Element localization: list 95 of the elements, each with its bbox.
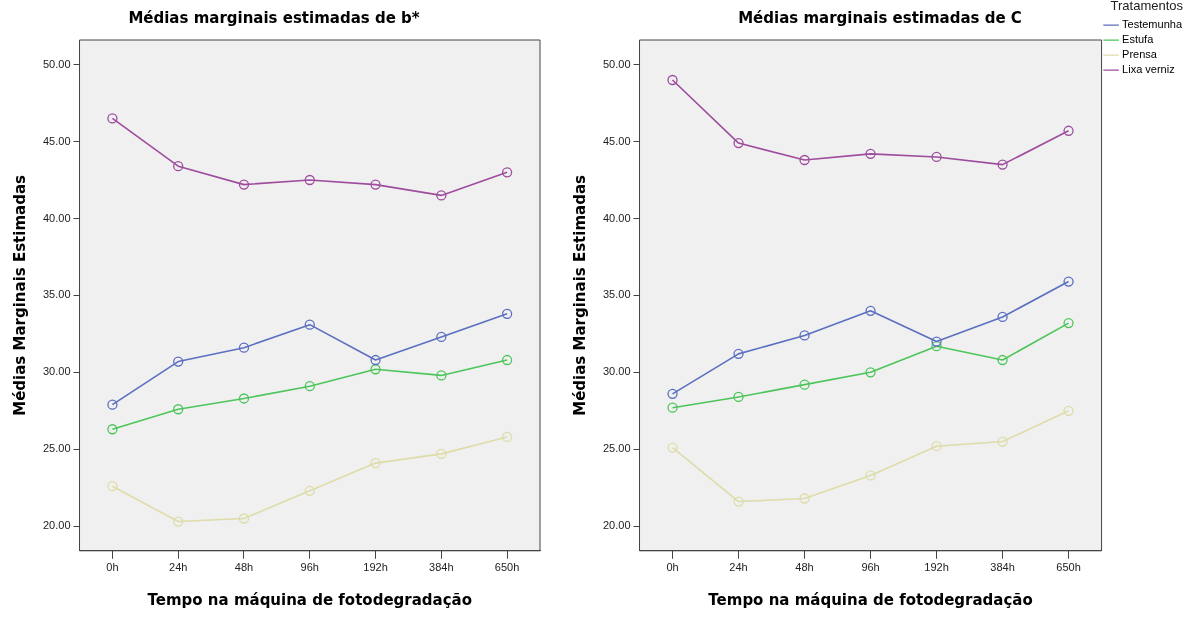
point (667, 402, 678, 413)
point (173, 404, 184, 415)
point (799, 379, 810, 390)
point (501, 308, 513, 320)
x-tick-label: 24h (169, 561, 188, 574)
point (436, 448, 447, 460)
x-tick-label: 48h (795, 561, 814, 574)
y-axis-title: Médias Marginais Estimadas (10, 174, 29, 416)
y-tick-label: 30.00 (603, 365, 631, 378)
x-tick-label: 192h (924, 561, 949, 574)
point (238, 513, 250, 524)
point (865, 305, 876, 316)
chart-title: Médias marginais estimadas de b* (128, 8, 420, 27)
point (733, 137, 744, 149)
point (667, 388, 678, 400)
point (997, 436, 1008, 447)
x-tick-label: 384h (429, 561, 454, 574)
y-tick-label: 40.00 (603, 211, 631, 224)
point (501, 431, 513, 443)
point (799, 330, 810, 341)
point (733, 496, 744, 507)
point (436, 331, 447, 343)
x-tick-label: 192h (363, 561, 388, 574)
legend-label: Testemunha (1122, 18, 1183, 31)
point (107, 424, 118, 435)
point (1063, 125, 1074, 136)
point (1063, 276, 1074, 287)
point (501, 167, 513, 178)
y-tick-label: 35.00 (603, 288, 631, 301)
point (931, 441, 942, 452)
point (107, 399, 118, 410)
point (370, 179, 381, 190)
point (667, 74, 678, 86)
x-tick-label: 24h (729, 561, 748, 574)
point (799, 154, 810, 166)
point (304, 381, 315, 392)
y-tick-label: 45.00 (43, 134, 71, 147)
point (304, 319, 315, 330)
y-axis-title: Médias Marginais Estimadas (570, 174, 589, 416)
legend-label: Lixa verniz (1122, 63, 1175, 76)
point (238, 179, 250, 190)
point (370, 364, 381, 375)
x-tick-label: 96h (300, 561, 319, 574)
point (865, 367, 876, 378)
chart-title: Médias marginais estimadas de C (738, 8, 1022, 27)
point (799, 493, 810, 504)
point (370, 457, 381, 469)
x-tick-label: 384h (990, 561, 1015, 574)
y-tick-label: 30.00 (43, 365, 71, 378)
point (107, 481, 118, 492)
x-tick-label: 96h (861, 561, 880, 574)
y-tick-label: 25.00 (603, 442, 631, 455)
x-axis-title: Tempo na máquina de fotodegradação (708, 590, 1033, 609)
y-tick-label: 25.00 (43, 442, 71, 455)
point (1063, 405, 1074, 416)
point (667, 442, 678, 453)
x-tick-label: 0h (106, 561, 119, 574)
point (436, 190, 447, 201)
y-tick-label: 20.00 (603, 519, 631, 532)
point (173, 356, 184, 367)
point (931, 341, 942, 352)
x-tick-label: 48h (234, 561, 254, 574)
point (238, 342, 250, 353)
point (501, 354, 513, 366)
point (304, 174, 315, 186)
point (931, 336, 942, 347)
point (865, 148, 876, 159)
y-tick-label: 50.00 (43, 57, 71, 70)
point (370, 354, 381, 366)
point (173, 161, 184, 172)
legend-label: Estufa (1122, 33, 1155, 46)
legend-label: Prensa (1122, 48, 1158, 61)
x-tick-label: 650h (1056, 561, 1081, 574)
x-tick-label: 0h (666, 561, 679, 574)
x-axis-title: Tempo na máquina de fotodegradação (147, 590, 472, 609)
point (733, 348, 744, 360)
point (238, 393, 250, 404)
y-tick-label: 20.00 (43, 519, 71, 532)
y-tick-label: 45.00 (603, 134, 631, 147)
point (107, 113, 118, 124)
point (733, 391, 744, 403)
point (304, 485, 315, 496)
y-tick-label: 40.00 (43, 211, 71, 224)
point (931, 151, 942, 163)
point (997, 311, 1008, 323)
x-tick-label: 650h (494, 561, 520, 574)
point (865, 470, 876, 481)
y-tick-label: 50.00 (603, 57, 631, 70)
legend-title: Tratamentos (1110, 0, 1184, 14)
point (1063, 317, 1074, 329)
point (997, 354, 1008, 366)
point (173, 516, 184, 527)
point (997, 159, 1008, 170)
y-tick-label: 35.00 (43, 288, 71, 301)
point (436, 370, 447, 381)
